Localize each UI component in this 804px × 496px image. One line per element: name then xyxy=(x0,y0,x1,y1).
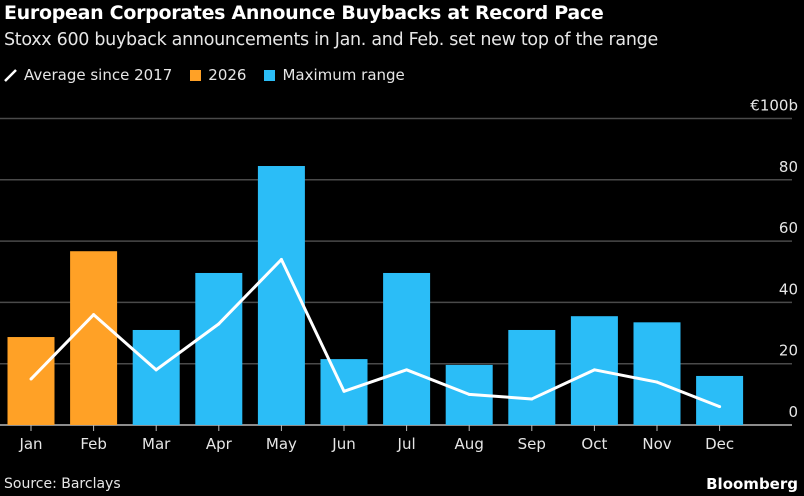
x-tick-label: Oct xyxy=(581,435,607,453)
bar-nov xyxy=(633,322,681,425)
average-point xyxy=(405,368,409,372)
average-point xyxy=(592,368,596,372)
average-line xyxy=(29,257,721,409)
x-tick-label: Aug xyxy=(455,435,484,453)
x-tick-label: Mar xyxy=(142,435,171,453)
legend-item-max-range: Maximum range xyxy=(264,66,405,84)
bar-sep xyxy=(508,329,556,425)
y-tick-label: 80 xyxy=(779,158,798,176)
x-tick-label: Feb xyxy=(80,435,107,453)
legend: Average since 2017 2026 Maximum range xyxy=(4,66,415,84)
legend-item-average: Average since 2017 xyxy=(4,66,172,84)
y-tick-label: €100b xyxy=(750,97,798,115)
x-tick-label: Dec xyxy=(705,435,734,453)
legend-label: Maximum range xyxy=(282,66,405,84)
average-point xyxy=(279,257,283,261)
y-tick-label: 40 xyxy=(779,280,798,298)
average-point xyxy=(467,392,471,396)
source-note: Source: Barclays xyxy=(4,476,121,492)
x-tick-label: Jun xyxy=(331,435,355,453)
average-point xyxy=(655,380,659,384)
average-point xyxy=(154,368,158,372)
average-point xyxy=(92,313,96,317)
x-tick-label: Jul xyxy=(397,435,416,453)
line-swatch-icon xyxy=(4,68,17,82)
average-point xyxy=(718,405,722,409)
legend-label: 2026 xyxy=(208,66,247,84)
y-tick-label: 60 xyxy=(779,219,798,237)
x-tick-label: May xyxy=(266,435,297,453)
legend-item-2026: 2026 xyxy=(190,66,246,84)
y-tick-label: 0 xyxy=(788,403,798,421)
chart-subtitle: Stoxx 600 buyback announcements in Jan. … xyxy=(4,30,658,50)
swatch-icon xyxy=(190,69,202,81)
legend-label: Average since 2017 xyxy=(24,66,173,84)
x-tick-label: Nov xyxy=(642,435,671,453)
x-tick-label: Apr xyxy=(206,435,233,453)
average-point xyxy=(29,377,33,381)
swatch-icon xyxy=(264,69,276,81)
bar-jul xyxy=(383,272,431,425)
average-point xyxy=(530,397,534,401)
chart-title: European Corporates Announce Buybacks at… xyxy=(4,2,604,24)
x-tick-label: Jan xyxy=(18,435,42,453)
x-tick-label: Sep xyxy=(518,435,546,453)
bar-jan xyxy=(7,337,55,425)
y-tick-label: 20 xyxy=(779,342,798,360)
bar-feb xyxy=(70,251,118,425)
average-point xyxy=(342,389,346,393)
bar-apr xyxy=(195,272,243,425)
bar-mar xyxy=(132,329,180,425)
average-point xyxy=(217,322,221,326)
brand-logo: Bloomberg xyxy=(706,475,798,493)
